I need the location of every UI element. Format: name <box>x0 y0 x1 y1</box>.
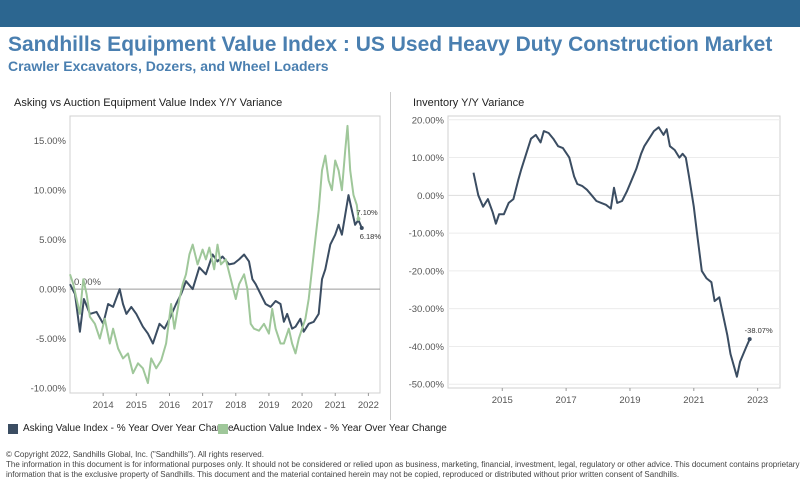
series-end-point <box>359 225 364 230</box>
panel-divider <box>390 92 391 420</box>
y-tick-label: -40.00% <box>409 342 445 353</box>
y-tick-label: 15.00% <box>34 136 67 147</box>
left-chart-title: Asking vs Auction Equipment Value Index … <box>14 97 283 109</box>
disclaimer-line-1: The information in this document is for … <box>6 460 800 469</box>
x-tick-label: 2019 <box>619 395 640 406</box>
y-tick-label: -30.00% <box>409 304 445 315</box>
legend-auction-label: Auction Value Index - % Year Over Year C… <box>233 423 447 434</box>
x-tick-label: 2022 <box>358 400 379 411</box>
x-tick-label: 2021 <box>325 400 346 411</box>
y-tick-label: 0.00% <box>417 191 444 202</box>
y-tick-label: -50.00% <box>409 380 445 391</box>
page-title: Sandhills Equipment Value Index : US Use… <box>8 33 773 56</box>
series-end-point <box>356 216 361 221</box>
x-tick-label: 2019 <box>258 400 279 411</box>
y-tick-label: -10.00% <box>409 229 445 240</box>
x-tick-label: 2021 <box>683 395 704 406</box>
disclaimer-line-2: information that is the exclusive proper… <box>6 470 680 479</box>
y-tick-label: -10.00% <box>31 384 67 395</box>
y-tick-label: 5.00% <box>39 235 66 246</box>
series-end-point <box>747 337 752 342</box>
x-tick-label: 2015 <box>492 395 513 406</box>
copyright-line: © Copyright 2022, Sandhills Global, Inc.… <box>6 450 264 459</box>
y-tick-label: 0.00% <box>39 285 66 296</box>
legend-asking-swatch <box>8 423 18 434</box>
x-tick-label: 2014 <box>93 400 114 411</box>
x-tick-label: 2016 <box>159 400 180 411</box>
x-tick-label: 2020 <box>292 400 313 411</box>
x-tick-label: 2018 <box>225 400 246 411</box>
plot-frame <box>447 115 781 389</box>
y-tick-label: -5.00% <box>36 334 67 345</box>
legend-auction-swatch <box>218 423 228 434</box>
y-tick-label: 10.00% <box>34 186 67 197</box>
series-end-label: -38.07% <box>745 326 773 335</box>
series-line <box>69 194 363 345</box>
page-subtitle: Crawler Excavators, Dozers, and Wheel Lo… <box>8 58 329 74</box>
series-line <box>69 124 360 385</box>
x-tick-label: 2023 <box>747 395 768 406</box>
series-end-label: 7.10% <box>356 208 378 217</box>
legend-asking: Asking Value Index - % Year Over Year Ch… <box>8 423 234 434</box>
x-tick-label: 2017 <box>556 395 577 406</box>
y-tick-label: 20.00% <box>412 115 445 126</box>
x-tick-label: 2017 <box>192 400 213 411</box>
y-tick-label: -20.00% <box>409 266 445 277</box>
series-line <box>472 126 751 378</box>
plot-frame <box>69 115 381 394</box>
x-tick-label: 2015 <box>126 400 147 411</box>
series-end-label: 6.18% <box>360 232 382 241</box>
y-tick-label: 10.00% <box>412 153 445 164</box>
legend-asking-label: Asking Value Index - % Year Over Year Ch… <box>23 423 234 434</box>
legend-auction: Auction Value Index - % Year Over Year C… <box>218 423 447 434</box>
zero-annotation: 0.00% <box>74 277 101 288</box>
right-chart-title: Inventory Y/Y Variance <box>413 97 525 109</box>
top-banner <box>0 0 800 27</box>
